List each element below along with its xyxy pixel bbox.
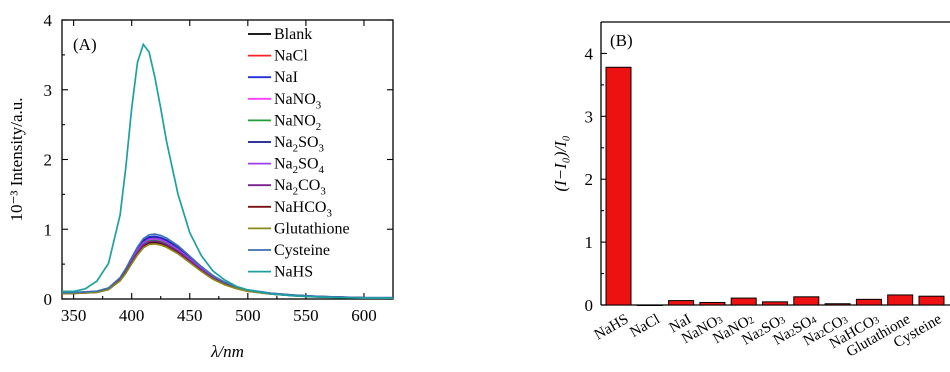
y-tick-label: 0: [585, 296, 594, 315]
legend-label-na2co3: Na2​CO3​: [274, 177, 326, 197]
x-tick-label: 600: [351, 306, 377, 325]
bar-na2so3: [762, 301, 788, 306]
y-axis-label: (I−I₀)/I₀: [551, 135, 570, 191]
legend-label-na2so3: Na2​SO3​: [274, 134, 325, 154]
y-tick-label: 2: [585, 170, 594, 189]
y-tick-label: 1: [585, 233, 594, 252]
legend-label-nano3: NaNO3​: [274, 91, 322, 111]
x-tick-label: 400: [119, 306, 145, 325]
bar-nai: [668, 300, 695, 306]
legend-label-nai: NaI: [274, 69, 298, 86]
legend-label-nano2: NaNO2​: [274, 112, 321, 132]
legend-label-na2so4: Na2​SO4​: [274, 156, 325, 176]
legend-label-nahco3: NaHCO3​: [274, 199, 332, 219]
category-label-nahs: NaHS: [592, 311, 632, 343]
x-tick-label: 450: [177, 306, 203, 325]
panel-label: (A): [73, 35, 97, 54]
bar-nacl: [636, 304, 663, 306]
panel-a-emission-spectra: 350 400 450 500 550 600 0 1 2 3 4 λ/nm 10⁻³ Intensit…: [7, 11, 394, 361]
y-tick-label: 1: [44, 220, 53, 239]
bar-nano3: [699, 301, 726, 306]
bar-na2so4: [793, 296, 820, 306]
legend-label-glutathione: Glutathione: [274, 220, 350, 237]
bar-nahco3: [855, 298, 882, 306]
bar-glutathione: [887, 294, 914, 306]
panel-label: (B): [610, 31, 633, 50]
spectrum-line-nai: [62, 235, 393, 299]
y-tick-label: 3: [585, 107, 594, 126]
y-tick-label: 3: [44, 81, 53, 100]
y-tick-label: 0: [44, 290, 53, 309]
legend-label-cysteine: Cysteine: [274, 242, 330, 259]
x-axis-label: λ/nm: [210, 342, 244, 361]
y-tick-label: 2: [44, 151, 53, 170]
x-tick-label: 550: [293, 306, 319, 325]
bar-nano2: [730, 297, 757, 306]
y-tick-label: 4: [44, 11, 53, 30]
x-tick-label: 500: [235, 306, 261, 325]
legend-label-nacl: NaCl: [274, 48, 308, 65]
category-label-nacl: NaCl: [627, 311, 662, 341]
x-tick-label: 350: [61, 306, 87, 325]
y-axis-label: 10⁻³ Intensity/a.u.: [7, 97, 26, 221]
bar-nahs: [605, 66, 632, 306]
legend-label-nahs: NaHS: [274, 264, 313, 281]
spectrum-line-nahs: [62, 42, 394, 300]
legend-label-blank: Blank: [274, 26, 312, 43]
plot-frame: [61, 19, 394, 300]
bar-na2co3: [824, 303, 851, 306]
bar-cysteine: [918, 295, 945, 306]
y-tick-label: 4: [585, 44, 594, 63]
